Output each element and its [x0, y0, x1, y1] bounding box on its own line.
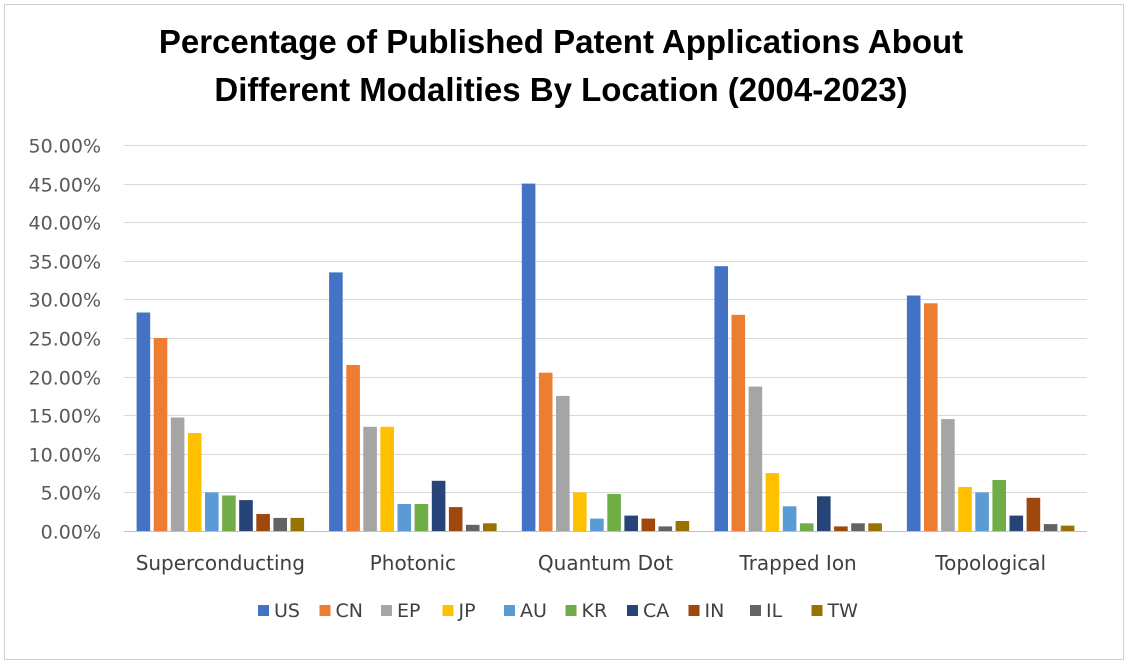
bars — [136, 183, 1075, 531]
bar-il-quantum-dot — [658, 526, 673, 531]
legend-swatch-in — [688, 605, 700, 616]
legend-label-us: US — [274, 600, 300, 622]
x-category-label: Photonic — [370, 551, 456, 575]
x-category-label: Superconducting — [136, 551, 305, 575]
bar-kr-topological — [992, 480, 1006, 531]
bar-tw-quantum-dot — [675, 521, 690, 531]
bar-jp-photonic — [380, 426, 394, 531]
bar-in-trapped-ion — [834, 526, 848, 531]
x-category-label: Topological — [934, 551, 1046, 575]
bar-au-trapped-ion — [782, 506, 797, 531]
bar-ep-trapped-ion — [748, 386, 763, 531]
y-tick-label: 40.00% — [29, 213, 101, 235]
bar-tw-topological — [1060, 525, 1075, 531]
bar-au-topological — [975, 492, 989, 531]
y-tick-label: 15.00% — [29, 406, 101, 428]
bar-kr-trapped-ion — [799, 523, 814, 531]
bar-ep-photonic — [363, 426, 377, 531]
y-tick-label: 30.00% — [29, 290, 101, 312]
bar-kr-photonic — [414, 504, 429, 531]
bar-us-photonic — [329, 272, 343, 531]
y-axis-tick-labels: 0.00% 5.00% 10.00% 15.00% 20.00% 25.00% 30.00%… — [29, 136, 101, 544]
bar-us-quantum-dot — [521, 183, 536, 531]
x-category-label: Quantum Dot — [538, 551, 673, 575]
bar-au-quantum-dot — [590, 518, 604, 531]
bar-in-quantum-dot — [641, 518, 656, 531]
bar-ca-quantum-dot — [624, 515, 638, 531]
legend-swatch-ep — [381, 605, 392, 616]
chart-title: Percentage of Published Patent Applicati… — [0, 18, 1132, 114]
y-tick-label: 5.00% — [41, 483, 101, 505]
bar-tw-superconducting — [290, 517, 305, 531]
legend-label-il: IL — [766, 600, 783, 622]
bar-jp-trapped-ion — [765, 473, 780, 531]
bar-il-topological — [1043, 524, 1058, 531]
legend-swatch-ca — [627, 605, 638, 616]
bar-jp-quantum-dot — [573, 492, 587, 531]
y-tick-label: 25.00% — [29, 329, 101, 351]
bar-kr-superconducting — [222, 495, 236, 531]
legend-label-jp: JP — [458, 600, 476, 622]
legend-label-tw: TW — [827, 600, 859, 622]
bar-ca-trapped-ion — [817, 496, 831, 531]
legend-swatch-tw — [811, 605, 823, 616]
bar-ca-topological — [1009, 515, 1024, 531]
bar-ep-quantum-dot — [556, 395, 570, 531]
bar-il-superconducting — [273, 517, 287, 531]
bar-kr-quantum-dot — [607, 493, 621, 531]
y-tick-label: 50.00% — [29, 136, 101, 158]
legend: US CN EP JP AU KR CA IN IL TW — [258, 600, 858, 622]
bar-ca-superconducting — [239, 500, 253, 531]
legend-label-ep: EP — [397, 600, 420, 622]
bar-cn-trapped-ion — [731, 314, 746, 531]
bar-us-trapped-ion — [714, 266, 728, 531]
legend-swatch-us — [258, 605, 269, 616]
y-tick-label: 10.00% — [29, 445, 101, 467]
gridlines — [124, 145, 1087, 532]
legend-swatch-cn — [319, 605, 331, 616]
bar-ca-photonic — [431, 480, 446, 531]
bar-in-topological — [1026, 497, 1041, 531]
legend-label-kr: KR — [582, 600, 608, 622]
legend-swatch-au — [504, 605, 515, 616]
chart-title-line-1: Percentage of Published Patent Applicati… — [158, 23, 964, 60]
bar-tw-photonic — [483, 523, 497, 531]
bar-in-superconducting — [256, 514, 270, 531]
y-tick-label: 35.00% — [29, 252, 101, 274]
y-tick-label: 0.00% — [41, 522, 101, 544]
bar-au-photonic — [397, 504, 412, 531]
x-category-label: Trapped Ion — [738, 551, 856, 575]
x-axis-category-labels: Superconducting Photonic Quantum Dot Trappe… — [136, 551, 1046, 575]
legend-label-in: IN — [705, 600, 725, 622]
legend-label-cn: CN — [336, 600, 363, 622]
chart-title-line-2: Different Modalities By Location (2004-2… — [214, 71, 908, 108]
bar-cn-photonic — [346, 365, 360, 531]
bar-us-topological — [906, 295, 921, 531]
legend-swatch-jp — [442, 605, 454, 616]
bar-au-superconducting — [205, 492, 219, 531]
bar-ep-superconducting — [170, 417, 185, 531]
bar-il-photonic — [465, 524, 480, 531]
legend-swatch-kr — [565, 605, 577, 616]
bar-tw-trapped-ion — [868, 523, 882, 531]
bar-cn-topological — [924, 303, 938, 531]
bar-cn-superconducting — [153, 338, 168, 531]
legend-label-au: AU — [520, 600, 547, 622]
bar-ep-topological — [941, 419, 955, 531]
bar-jp-superconducting — [187, 433, 202, 531]
bar-il-trapped-ion — [851, 523, 865, 531]
bar-us-superconducting — [136, 312, 151, 531]
bar-cn-quantum-dot — [538, 372, 553, 531]
bar-in-photonic — [448, 507, 463, 531]
y-tick-label: 45.00% — [29, 175, 101, 197]
bar-jp-topological — [958, 487, 972, 531]
legend-swatch-il — [750, 605, 761, 616]
legend-label-ca: CA — [643, 600, 669, 622]
y-tick-label: 20.00% — [29, 368, 101, 390]
